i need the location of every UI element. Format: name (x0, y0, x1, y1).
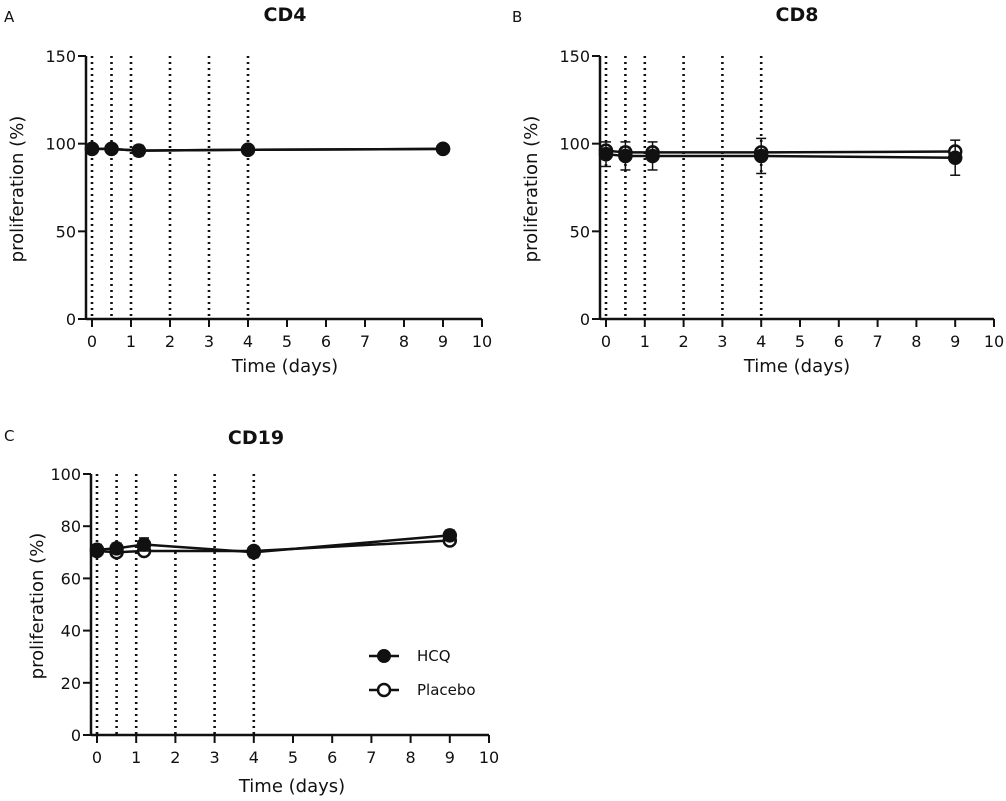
data-point (104, 141, 119, 157)
x-axis-label: Time (days) (238, 776, 345, 797)
data-point (131, 143, 147, 158)
x-tick-label: 8 (911, 332, 921, 351)
data-point (240, 142, 256, 158)
x-axis-label: Time (days) (231, 356, 338, 377)
x-tick-label: 1 (640, 332, 650, 351)
data-point (618, 148, 633, 164)
x-tick-label: 3 (717, 332, 727, 351)
data-point (246, 545, 262, 560)
reference-lines (604, 56, 763, 319)
x-tick-label: 5 (795, 332, 805, 351)
legend-label-hcq: HCQ (417, 647, 451, 665)
panel-cd8: B CD8 proliferation (%) Time (days) 0 1 2 3… (512, 4, 1004, 377)
x-tick-label: 1 (131, 748, 141, 767)
y-tick-label: 150 (45, 47, 76, 66)
x-tick-label: 0 (92, 748, 102, 767)
legend-item-placebo: Placebo (369, 681, 476, 699)
x-tick-label: 7 (366, 748, 376, 767)
data-point (84, 141, 100, 157)
y-tick-label: 50 (570, 222, 590, 241)
data-point (109, 541, 124, 556)
data-point (598, 146, 614, 162)
y-tick-label: 20 (61, 674, 81, 693)
y-tick-label: 60 (61, 569, 81, 588)
y-tick-label: 100 (45, 135, 76, 154)
x-tick-label: 6 (834, 332, 844, 351)
reference-lines (95, 474, 256, 735)
x-tick-label: 10 (984, 332, 1004, 351)
chart-title: CD8 (776, 4, 819, 26)
x-tick-label: 2 (170, 748, 180, 767)
series-hcq (598, 137, 963, 176)
data-point (89, 542, 105, 557)
x-tick-label: 8 (406, 748, 416, 767)
data-point (645, 148, 660, 164)
y-axis-label: proliferation (%) (7, 116, 28, 263)
panel-letter-b: B (512, 8, 522, 26)
data-point (435, 141, 451, 157)
y-tick-label: 0 (66, 310, 76, 329)
series-hcq (89, 528, 458, 560)
x-tick-label: 4 (243, 332, 253, 351)
x-tick-label: 9 (445, 748, 455, 767)
x-tick-label: 4 (249, 748, 259, 767)
y-tick-label: 40 (61, 622, 81, 641)
x-tick-label: 7 (873, 332, 883, 351)
chart-title: CD4 (264, 4, 307, 26)
y-axis-label: proliferation (%) (521, 116, 542, 263)
y-tick-label: 100 (50, 465, 81, 484)
y-tick-label: 0 (71, 726, 81, 745)
x-tick-label: 7 (360, 332, 370, 351)
x-tick-label: 5 (282, 332, 292, 351)
y-tick-label: 100 (559, 135, 590, 154)
x-tick-label: 10 (479, 748, 499, 767)
x-tick-label: 0 (87, 332, 97, 351)
x-tick-label: 1 (126, 332, 136, 351)
legend-item-hcq: HCQ (369, 647, 451, 665)
x-tick-label: 6 (321, 332, 331, 351)
data-point (753, 148, 769, 164)
x-tick-label: 8 (399, 332, 409, 351)
y-tick-label: 50 (56, 222, 76, 241)
x-tick-label: 9 (438, 332, 448, 351)
legend-marker-hcq (377, 649, 391, 663)
y-tick-label: 150 (559, 47, 590, 66)
legend: HCQ Placebo (369, 647, 476, 699)
x-tick-label: 6 (327, 748, 337, 767)
x-tick-label: 2 (679, 332, 689, 351)
x-tick-label: 5 (288, 748, 298, 767)
panel-cd4: A CD4 proliferation (%) Time (days) 0 1 2 3… (4, 4, 492, 377)
chart-title: CD19 (228, 427, 284, 449)
x-tick-label: 3 (204, 332, 214, 351)
data-point (442, 528, 458, 543)
x-tick-label: 2 (165, 332, 175, 351)
y-tick-label: 0 (580, 310, 590, 329)
x-tick-label: 9 (950, 332, 960, 351)
reference-lines (90, 56, 250, 319)
x-tick-label: 4 (756, 332, 766, 351)
y-axis-label: proliferation (%) (27, 533, 48, 680)
x-tick-label: 0 (601, 332, 611, 351)
panel-letter-a: A (4, 8, 15, 26)
y-tick-label: 80 (61, 517, 81, 536)
data-point (947, 150, 963, 165)
legend-label-placebo: Placebo (417, 681, 476, 699)
x-tick-label: 10 (472, 332, 492, 351)
data-point (136, 537, 152, 552)
x-tick-label: 3 (210, 748, 220, 767)
panel-cd19: C CD19 proliferation (%) Time (days) HCQ… (4, 427, 499, 797)
series-hcq (84, 141, 451, 158)
x-axis-label: Time (days) (743, 356, 850, 377)
panel-letter-c: C (4, 427, 14, 445)
legend-marker-placebo (376, 682, 392, 698)
